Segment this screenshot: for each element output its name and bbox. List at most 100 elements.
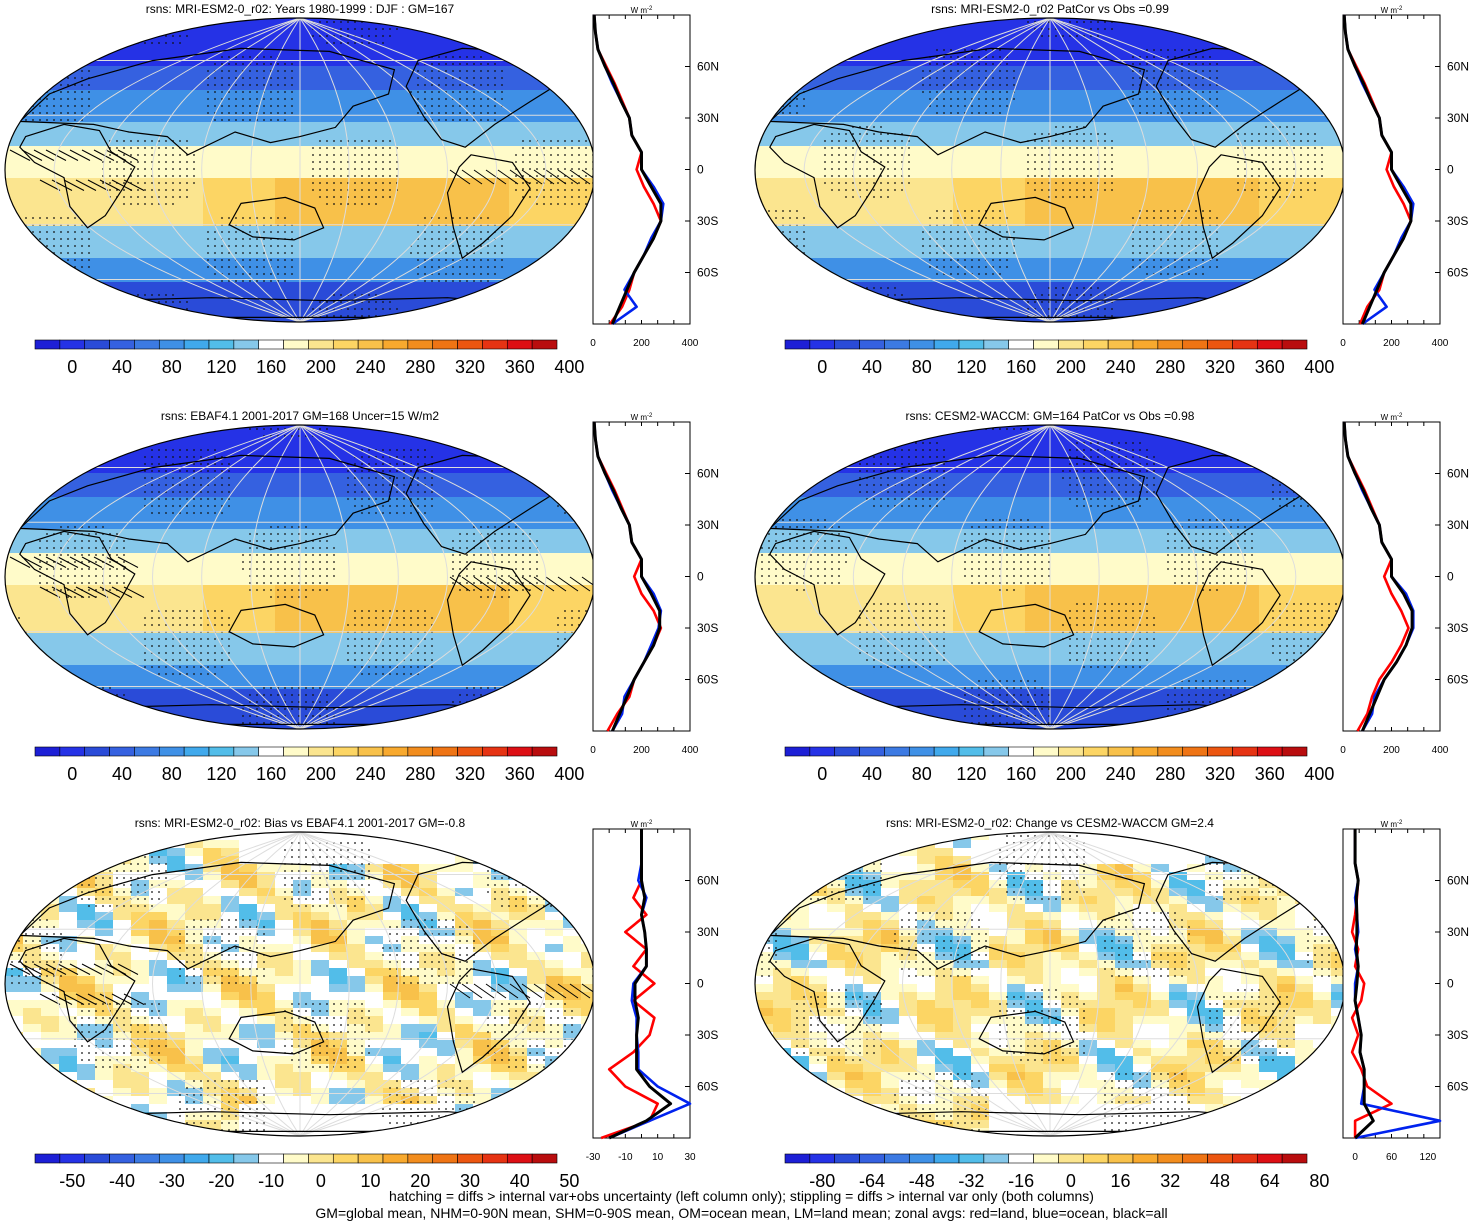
colorbar-swatch	[983, 1153, 1010, 1164]
zonal-series-all	[592, 421, 662, 732]
colorbar-swatch	[432, 339, 458, 350]
colorbar-swatch	[357, 339, 384, 350]
colorbar-swatch	[258, 339, 284, 350]
colorbar-label: 30	[460, 1171, 480, 1191]
lat-tick-label: 30S	[1447, 621, 1468, 635]
panel-p4: rsns: CESM2-WACCM: GM=164 PatCor vs Obs …	[750, 407, 1483, 812]
zonal-unit-label: W m-2	[1381, 820, 1403, 829]
zonal-mean-plot: W m-2 60N 30N 0 30S 60S 0 200 400	[590, 6, 719, 349]
colorbar-swatch	[1207, 339, 1233, 350]
panel-svg: -50 -40 -30 -20 -10 0 10 20 30 40 50 W m-2 60N 30N 0 30…	[4, 820, 719, 1191]
panel-title: rsns: MRI-ESM2-0_r02: Years 1980-1999 : …	[145, 2, 455, 16]
colorbar-label: 0	[817, 764, 827, 784]
lat-tick-label: 30N	[1447, 518, 1469, 532]
zonal-x-tick-label: -10	[618, 1152, 633, 1163]
colorbar-swatch	[457, 746, 483, 757]
colorbar-swatch	[1256, 339, 1283, 350]
panel-svg: -80 -64 -48 -32 -16 0 16 32 48 64 80 W m-2 60N 30N 0 30…	[754, 820, 1469, 1191]
colorbar-swatch	[34, 339, 61, 350]
colorbar-label: 160	[1006, 357, 1036, 377]
zonal-x-tick-label: 400	[1432, 745, 1449, 756]
colorbar-label: -48	[909, 1171, 935, 1191]
lat-tick-label: 30N	[697, 518, 719, 532]
coastline-eurasia	[768, 47, 1146, 156]
colorbar-swatch	[357, 746, 384, 757]
panel-title: rsns: MRI-ESM2-0_r02: Bias vs EBAF4.1 20…	[134, 816, 466, 830]
colorbar-swatch	[933, 746, 960, 757]
coastline-australia	[228, 1010, 325, 1055]
colorbar-swatch	[308, 1153, 334, 1164]
colorbar-label: 0	[67, 357, 77, 377]
colorbar-swatch	[983, 746, 1010, 757]
colorbar-swatch	[809, 339, 836, 350]
colorbar-swatch	[158, 746, 185, 757]
lat-tick-label: 30S	[697, 621, 718, 635]
coastline-africa	[19, 530, 136, 636]
colorbar-swatch	[809, 1153, 836, 1164]
panel-p3: rsns: EBAF4.1 2001-2017 GM=168 Uncer=15 …	[0, 407, 741, 812]
colorbar-label: 0	[817, 357, 827, 377]
colorbar-swatch	[809, 746, 836, 757]
colorbar-label: 40	[112, 357, 132, 377]
colorbar-swatch	[109, 1153, 135, 1164]
colorbar-swatch	[908, 746, 935, 757]
colorbar-swatch	[84, 746, 110, 757]
colorbar-swatch	[1256, 746, 1283, 757]
colorbar-swatch	[506, 1153, 533, 1164]
colorbar-swatch	[59, 746, 86, 757]
colorbar-swatch	[183, 1153, 210, 1164]
colorbar: -50 -40 -30 -20 -10 0 10 20 30 40 50	[34, 1153, 579, 1191]
colorbar-swatch	[1157, 1153, 1184, 1164]
colorbar: 0 40 80 120 160 200 240 280 320 360 400	[784, 339, 1334, 377]
colorbar-label: 16	[1111, 1171, 1131, 1191]
graticule	[755, 18, 1345, 322]
lat-tick-label: 0	[697, 977, 704, 991]
colorbar-label: 360	[505, 764, 535, 784]
colorbar-swatch	[109, 339, 135, 350]
coastline-australia	[978, 196, 1075, 241]
colorbar-swatch	[1033, 1153, 1059, 1164]
zonal-x-tick-label: 0	[1340, 338, 1346, 349]
zonal-unit-label: W m-2	[1381, 6, 1403, 15]
colorbar-swatch	[1232, 746, 1258, 757]
colorbar-label: 200	[1056, 764, 1086, 784]
colorbar-label: -64	[859, 1171, 885, 1191]
colorbar-swatch	[158, 339, 185, 350]
colorbar-label: 40	[862, 357, 882, 377]
zonal-mean-plot: W m-2 60N 30N 0 30S 60S 0 200 400	[590, 413, 719, 756]
colorbar-swatch	[1058, 746, 1084, 757]
zonal-series-all	[1342, 421, 1414, 732]
zonal-series-all	[1353, 829, 1375, 1140]
colorbar-swatch	[1058, 339, 1084, 350]
colorbar-swatch	[332, 746, 359, 757]
colorbar-swatch	[482, 339, 508, 350]
colorbar-swatch	[958, 1153, 985, 1164]
coastline-australia	[978, 1010, 1075, 1055]
colorbar-swatch	[859, 1153, 885, 1164]
colorbar-swatch	[382, 1153, 409, 1164]
lat-tick-label: 60N	[1447, 467, 1469, 481]
zonal-x-tick-label: 0	[590, 745, 596, 756]
graticule	[755, 425, 1345, 729]
lat-tick-label: 60N	[1447, 874, 1469, 888]
zonal-x-tick-label: 10	[652, 1152, 664, 1163]
colorbar-swatch	[1182, 1153, 1208, 1164]
lat-tick-label: 0	[697, 570, 704, 584]
zonal-x-tick-label: 200	[633, 338, 650, 349]
colorbar-swatch	[34, 1153, 61, 1164]
colorbar-swatch	[457, 1153, 483, 1164]
colorbar-swatch	[834, 746, 860, 757]
colorbar-label: 280	[405, 357, 435, 377]
colorbar-swatch	[283, 746, 309, 757]
colorbar-label: 360	[505, 357, 535, 377]
lat-tick-label: 0	[1447, 163, 1454, 177]
colorbar-label: 160	[1006, 764, 1036, 784]
zonal-x-tick-label: 400	[1432, 338, 1449, 349]
coastline-australia	[228, 196, 325, 241]
colorbar-swatch	[233, 746, 260, 757]
zonal-x-tick-label: 200	[1383, 745, 1400, 756]
colorbar-swatch	[258, 1153, 284, 1164]
zonal-unit-label: W m-2	[631, 413, 653, 422]
colorbar-swatch	[884, 339, 910, 350]
lat-tick-label: 60S	[1447, 266, 1468, 280]
